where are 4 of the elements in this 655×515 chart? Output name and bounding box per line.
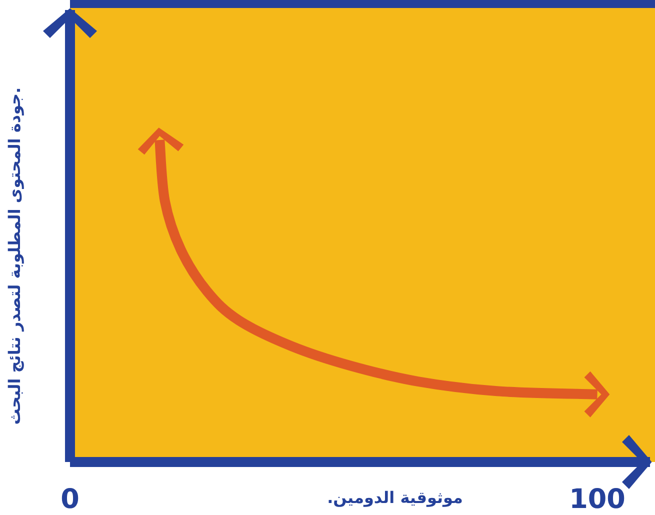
- x-tick-label: 100: [569, 484, 626, 515]
- x-tick-label: 0: [60, 484, 80, 515]
- y-axis-title: جودة المحتوى المطلوبة لتصدر نتائج البحث.: [5, 87, 24, 425]
- x-axis-title: موثوقية الدومين.: [327, 488, 463, 507]
